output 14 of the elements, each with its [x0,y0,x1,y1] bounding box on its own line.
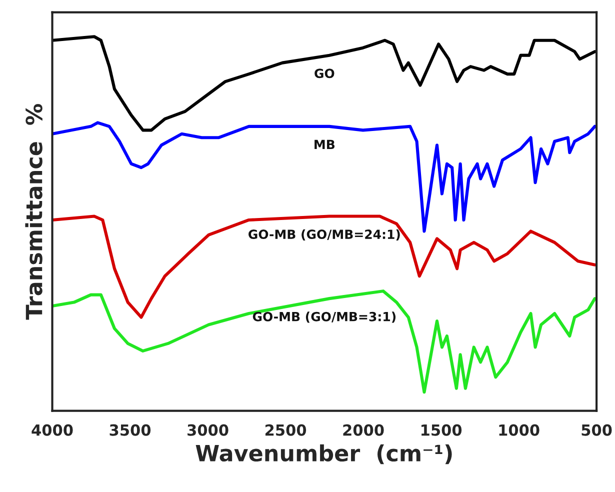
x-tick-label: 3500 [110,424,151,436]
x-tick-label: 2500 [265,424,306,436]
x-tick-label: 4000 [32,424,73,436]
series-label: GO-MB (GO/MB=24:1) [248,229,400,240]
x-tick-label: 2000 [343,424,384,436]
x-tick-label: 1000 [499,424,540,436]
series-label: MB [314,140,335,150]
x-axis-title: Wavenumber (cm⁻¹) [196,444,452,464]
y-axis-title: Transmittance % [25,104,42,320]
series-label: GO [314,68,334,78]
x-tick-label: 1500 [422,424,462,436]
series-label: GO-MB (GO/MB=3:1) [252,312,396,323]
x-tick-label: 3000 [188,424,228,436]
x-tick-label: 500 [582,424,612,436]
